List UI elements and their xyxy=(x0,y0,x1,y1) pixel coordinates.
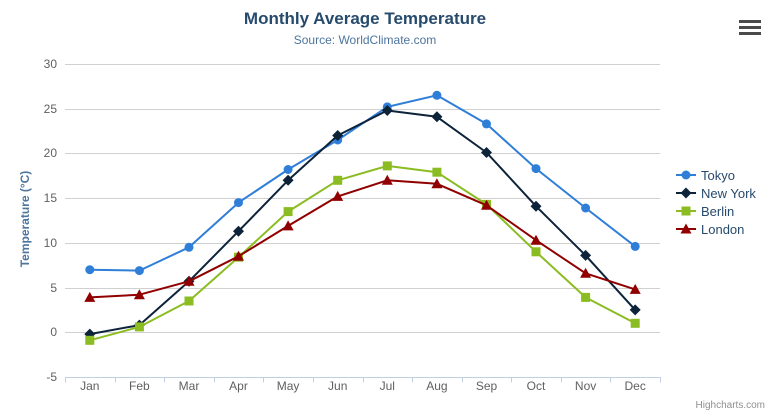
london-legend-marker-icon xyxy=(676,223,696,234)
y-axis-label: -5 xyxy=(46,370,57,384)
x-axis-label: Nov xyxy=(575,379,596,393)
legend-item-berlin[interactable]: Berlin xyxy=(676,202,756,220)
series-line xyxy=(88,179,637,299)
triangle-marker[interactable] xyxy=(580,267,592,278)
x-axis-label: Jan xyxy=(80,379,99,393)
x-axis-label: Apr xyxy=(229,379,248,393)
hamburger-icon xyxy=(739,20,761,23)
legend-label: London xyxy=(701,221,745,237)
x-axis-label: Oct xyxy=(527,379,546,393)
legend-item-new-york[interactable]: New York xyxy=(676,184,756,202)
square-marker[interactable] xyxy=(184,296,194,306)
diamond-marker[interactable] xyxy=(233,225,244,237)
y-axis-label: 0 xyxy=(50,325,57,339)
series-line xyxy=(88,109,637,336)
x-axis-label: Dec xyxy=(625,379,646,393)
circle-marker[interactable] xyxy=(85,265,95,275)
triangle-marker[interactable] xyxy=(282,220,294,231)
y-axis-label: 20 xyxy=(44,146,58,160)
berlin-legend-marker-icon xyxy=(676,206,696,216)
x-axis-label: Jun xyxy=(328,379,347,393)
square-marker[interactable] xyxy=(581,292,591,302)
x-axis-label: Mar xyxy=(179,379,200,393)
triangle-marker[interactable] xyxy=(183,275,195,286)
x-axis-label: Feb xyxy=(129,379,150,393)
series-line xyxy=(88,164,637,342)
series-line xyxy=(88,94,637,272)
legend-item-london[interactable]: London xyxy=(676,220,756,238)
circle-marker[interactable] xyxy=(234,198,243,208)
square-marker[interactable] xyxy=(134,322,144,332)
series-new-york[interactable] xyxy=(84,105,641,340)
circle-marker[interactable] xyxy=(134,266,144,276)
y-axis-label: 30 xyxy=(44,57,58,71)
circle-marker[interactable] xyxy=(482,119,491,129)
triangle-marker[interactable] xyxy=(481,199,492,210)
x-axis-label: Jul xyxy=(380,379,395,393)
x-axis-label: Aug xyxy=(426,379,447,393)
circle-marker[interactable] xyxy=(283,165,293,174)
legend: Tokyo New York Berlin London xyxy=(676,166,756,238)
diamond-icon[interactable] xyxy=(680,187,692,199)
diamond-marker[interactable] xyxy=(629,304,641,316)
legend-item-tokyo[interactable]: Tokyo xyxy=(676,166,756,184)
circle-marker[interactable] xyxy=(581,203,591,213)
square-icon[interactable] xyxy=(681,206,691,216)
square-marker[interactable] xyxy=(432,167,442,177)
series-london[interactable] xyxy=(84,174,641,302)
triangle-icon[interactable] xyxy=(680,223,692,234)
diamond-marker[interactable] xyxy=(332,130,344,141)
y-axis-label: 15 xyxy=(44,191,58,205)
square-marker[interactable] xyxy=(630,318,640,328)
triangle-marker[interactable] xyxy=(530,234,542,245)
circle-marker[interactable] xyxy=(184,242,194,252)
legend-label: New York xyxy=(701,185,756,201)
legend-label: Tokyo xyxy=(701,167,735,183)
circle-icon[interactable] xyxy=(681,170,691,180)
circle-marker[interactable] xyxy=(531,164,541,174)
square-marker[interactable] xyxy=(382,161,392,171)
diamond-marker[interactable] xyxy=(481,147,492,158)
square-marker[interactable] xyxy=(333,175,343,185)
legend-label: Berlin xyxy=(701,203,735,219)
square-marker[interactable] xyxy=(531,247,541,257)
x-axis-label: Sep xyxy=(476,379,498,393)
triangle-marker[interactable] xyxy=(431,178,443,189)
credits-link[interactable]: Highcharts.com xyxy=(695,400,765,411)
chart-subtitle: Source: WorldClimate.com xyxy=(293,33,437,47)
chart-title: Monthly Average Temperature xyxy=(243,9,487,28)
triangle-marker[interactable] xyxy=(629,283,641,294)
context-menu-button[interactable] xyxy=(739,20,761,35)
square-marker[interactable] xyxy=(85,335,95,345)
triangle-marker[interactable] xyxy=(233,250,244,261)
series-tokyo[interactable] xyxy=(85,90,640,276)
diamond-marker[interactable] xyxy=(580,249,592,261)
new-york-legend-marker-icon xyxy=(676,187,696,199)
diamond-marker[interactable] xyxy=(282,174,294,186)
diamond-marker[interactable] xyxy=(381,105,393,116)
tokyo-legend-marker-icon xyxy=(676,170,696,180)
x-axis-label: May xyxy=(277,379,300,393)
triangle-marker[interactable] xyxy=(332,190,344,201)
circle-marker[interactable] xyxy=(630,241,640,251)
square-marker[interactable] xyxy=(283,207,293,217)
y-axis-label: 5 xyxy=(50,281,57,295)
triangle-marker[interactable] xyxy=(381,174,393,185)
triangle-marker[interactable] xyxy=(133,289,145,300)
y-axis-label: 25 xyxy=(44,102,58,116)
circle-marker[interactable] xyxy=(432,90,442,100)
y-axis-label: 10 xyxy=(44,236,58,250)
triangle-marker[interactable] xyxy=(84,291,96,302)
diamond-marker[interactable] xyxy=(530,200,542,212)
diamond-marker[interactable] xyxy=(431,111,443,123)
